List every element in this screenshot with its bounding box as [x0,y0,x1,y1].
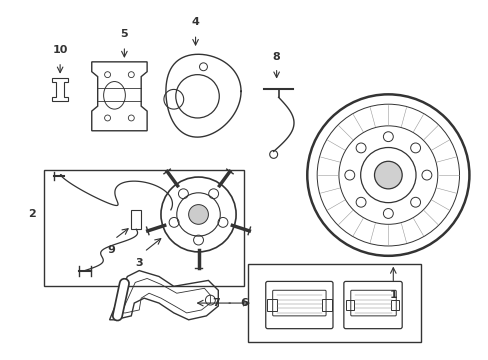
Text: 5: 5 [121,29,128,39]
Circle shape [355,197,366,207]
Text: 1: 1 [388,290,396,300]
Circle shape [383,132,392,141]
Text: 10: 10 [52,45,68,55]
Text: 7: 7 [212,298,220,308]
Text: 9: 9 [107,245,115,255]
Text: 8: 8 [272,52,280,62]
Circle shape [374,161,401,189]
Circle shape [410,143,420,153]
Circle shape [188,204,208,224]
Circle shape [344,170,354,180]
Text: 3: 3 [135,258,142,268]
Circle shape [383,208,392,219]
Circle shape [421,170,431,180]
Bar [247,264,420,342]
Bar [322,299,331,311]
Bar [44,170,244,286]
Bar [390,300,398,310]
Text: 6: 6 [240,298,247,308]
Bar [266,299,276,311]
Circle shape [410,197,420,207]
Text: 2: 2 [28,210,36,220]
Bar [345,300,353,310]
Circle shape [355,143,366,153]
Text: 4: 4 [191,17,199,27]
Bar [131,210,141,229]
